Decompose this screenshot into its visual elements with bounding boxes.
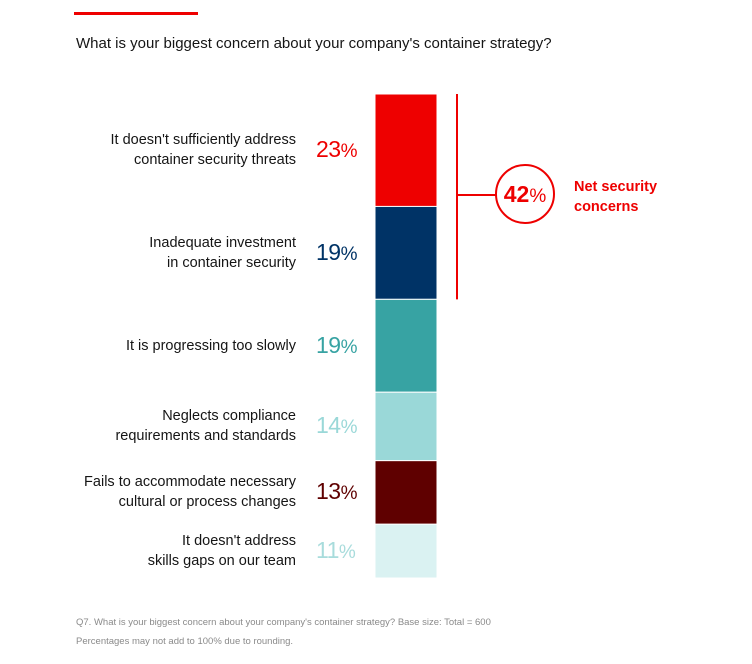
value-label-investment: 19% (316, 238, 358, 266)
bar-segment-too-slowly (374, 298, 438, 393)
category-label-line: Fails to accommodate necessary (84, 474, 296, 491)
category-label-line: requirements and standards (115, 428, 296, 445)
net-value-unit: % (529, 186, 547, 207)
bar-segment-security-threats (374, 93, 438, 207)
value-number: 14 (316, 412, 341, 439)
value-number: 19 (316, 238, 341, 265)
category-label-cultural: Fails to accommodate necessary cultural o… (36, 472, 296, 512)
question-title: What is your biggest concern about your … (76, 35, 552, 52)
value-label-security-threats: 23% (316, 136, 358, 163)
value-number: 13 (316, 478, 341, 505)
category-label-line: container security threats (134, 152, 296, 169)
category-label-line: in container security (167, 254, 296, 271)
net-label-line-1: Net security (574, 179, 658, 195)
category-label-line: cultural or process changes (118, 494, 296, 511)
value-unit: % (340, 243, 358, 265)
value-label-compliance: 14% (316, 412, 358, 439)
category-label-line: Inadequate investment (149, 234, 296, 251)
value-label-cultural: 13% (316, 478, 358, 505)
value-unit: % (338, 542, 356, 564)
value-unit: % (340, 141, 358, 163)
net-value-circle: 42% (495, 164, 555, 224)
category-label-line: It is progressing too slowly (125, 337, 296, 354)
net-label-line-2: concerns (574, 199, 639, 215)
bar-segment-investment (374, 205, 438, 300)
category-label-security-threats: It doesn't sufficiently address container… (36, 130, 296, 170)
net-value: 42 (503, 181, 530, 207)
value-unit: % (340, 417, 358, 439)
category-label-line: Neglects compliance (162, 408, 296, 425)
value-number: 23 (316, 136, 341, 163)
bar-segment-cultural (374, 460, 438, 525)
footnote-base: Q7. What is your biggest concern about y… (76, 617, 491, 628)
value-number: 11 (316, 537, 339, 564)
bar-segment-skills-gaps (374, 523, 438, 579)
value-label-too-slowly: 19% (316, 331, 358, 359)
net-label: Net security concerns (574, 177, 657, 217)
category-label-line: It doesn't address (181, 533, 296, 550)
category-label-skills-gaps: It doesn't address skills gaps on our tea… (36, 531, 296, 571)
value-label-skills-gaps: 11% (316, 537, 356, 564)
category-label-investment: Inadequate investment in container securi… (36, 233, 296, 273)
category-label-too-slowly: It is progressing too slowly (36, 336, 296, 356)
bar-segment-compliance (374, 391, 438, 462)
value-unit: % (340, 483, 358, 505)
category-label-compliance: Neglects compliance requirements and stan… (36, 406, 296, 446)
value-number: 19 (316, 331, 341, 358)
category-label-line: skills gaps on our team (147, 553, 296, 570)
header-accent-bar (74, 12, 198, 15)
footnote-rounding: Percentages may not add to 100% due to r… (76, 636, 294, 647)
category-label-line: It doesn't sufficiently address (110, 132, 296, 149)
value-unit: % (340, 336, 358, 358)
